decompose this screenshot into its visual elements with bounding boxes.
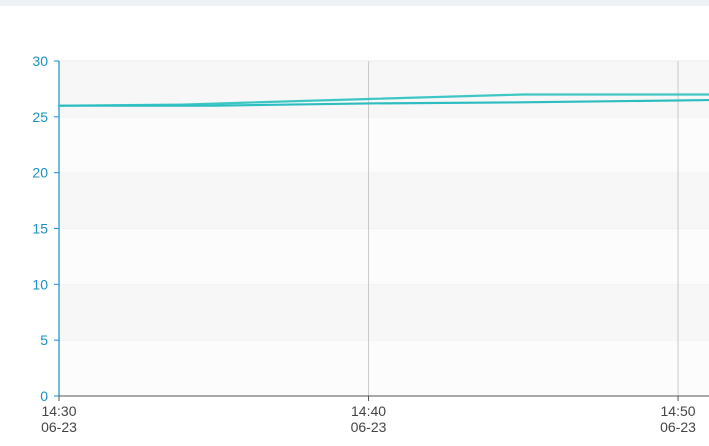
y-tick-label: 0 <box>40 388 48 404</box>
grid-band <box>59 228 709 285</box>
grid-band <box>59 284 709 341</box>
y-tick-label: 10 <box>32 276 48 292</box>
x-tick-label: 14:40 <box>351 403 386 419</box>
x-tick-date-label: 06-23 <box>41 419 77 435</box>
grid-band <box>59 116 709 173</box>
y-tick-label: 25 <box>32 109 48 125</box>
top-strip <box>0 0 709 6</box>
x-tick-label: 14:50 <box>661 403 696 419</box>
y-tick-label: 20 <box>32 165 48 181</box>
y-tick-label: 30 <box>32 53 48 69</box>
x-tick-date-label: 06-23 <box>660 419 696 435</box>
x-tick-label: 14:30 <box>41 403 76 419</box>
y-tick-label: 5 <box>40 332 48 348</box>
x-tick-date-label: 06-23 <box>351 419 387 435</box>
series-line-2 <box>57 98 709 107</box>
grid-band <box>59 340 709 396</box>
grid-band <box>59 172 709 229</box>
grid-band <box>59 61 709 117</box>
y-tick-label: 15 <box>32 221 48 237</box>
